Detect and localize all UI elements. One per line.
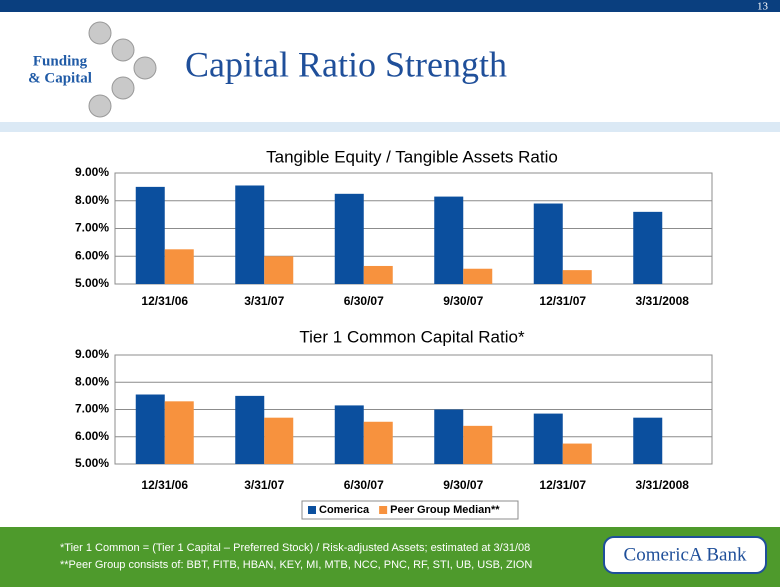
top-bar [0, 0, 780, 12]
x-tick-label: 12/31/06 [141, 294, 188, 308]
legend-swatch [308, 506, 316, 514]
bar [164, 249, 194, 284]
y-tick-label: 6.00% [75, 429, 109, 443]
bar [463, 268, 493, 284]
x-tick-label: 9/30/07 [443, 294, 483, 308]
bar [562, 270, 592, 284]
y-tick-label: 5.00% [75, 276, 109, 290]
bar [235, 185, 265, 284]
section-label: Funding [33, 53, 88, 69]
bar [533, 203, 563, 284]
legend-label: Peer Group Median** [390, 504, 500, 516]
bar [334, 405, 364, 464]
y-tick-label: 9.00% [75, 165, 109, 179]
logo: ComericA Bank [624, 544, 747, 565]
chart-title: Tangible Equity / Tangible Assets Ratio [266, 147, 558, 166]
section-label: & Capital [28, 70, 92, 86]
x-tick-label: 3/31/2008 [636, 478, 690, 492]
bar [334, 193, 364, 284]
x-tick-label: 12/31/06 [141, 478, 188, 492]
y-tick-label: 8.00% [75, 374, 109, 388]
x-tick-label: 9/30/07 [443, 478, 483, 492]
bar [463, 425, 493, 464]
coins [88, 21, 157, 118]
header-stripe [0, 122, 780, 132]
bar [533, 413, 563, 464]
chart-title: Tier 1 Common Capital Ratio* [299, 327, 525, 346]
bar [164, 401, 194, 464]
x-tick-label: 12/31/07 [539, 478, 586, 492]
legend-label: Comerica [319, 504, 370, 516]
slide-title: Capital Ratio Strength [185, 44, 507, 84]
bar [633, 211, 663, 284]
y-tick-label: 7.00% [75, 221, 109, 235]
legend-box [301, 500, 519, 520]
footnote: **Peer Group consists of: BBT, FITB, HBA… [60, 559, 532, 571]
y-tick-label: 6.00% [75, 248, 109, 262]
x-tick-label: 6/30/07 [344, 294, 384, 308]
bar [363, 265, 393, 284]
x-tick-label: 6/30/07 [344, 478, 384, 492]
footnote: *Tier 1 Common = (Tier 1 Capital – Prefe… [60, 542, 530, 554]
bar [562, 443, 592, 464]
x-tick-label: 3/31/2008 [636, 294, 690, 308]
y-tick-label: 5.00% [75, 456, 109, 470]
y-tick-label: 7.00% [75, 402, 109, 416]
logo-box [603, 536, 767, 574]
legend-swatch [379, 506, 388, 514]
bar [633, 417, 663, 464]
bar [363, 421, 393, 464]
bar [434, 409, 464, 464]
x-tick-label: 12/31/07 [539, 294, 586, 308]
x-tick-label: 3/31/07 [244, 294, 284, 308]
bar [135, 186, 165, 284]
y-tick-label: 8.00% [75, 193, 109, 207]
y-tick-label: 9.00% [75, 347, 109, 361]
bar [135, 394, 165, 464]
bar [434, 196, 464, 284]
bar [264, 417, 294, 464]
page-number: 13 [757, 1, 769, 13]
x-tick-label: 3/31/07 [244, 478, 284, 492]
bar [235, 395, 265, 464]
bar [264, 256, 294, 284]
